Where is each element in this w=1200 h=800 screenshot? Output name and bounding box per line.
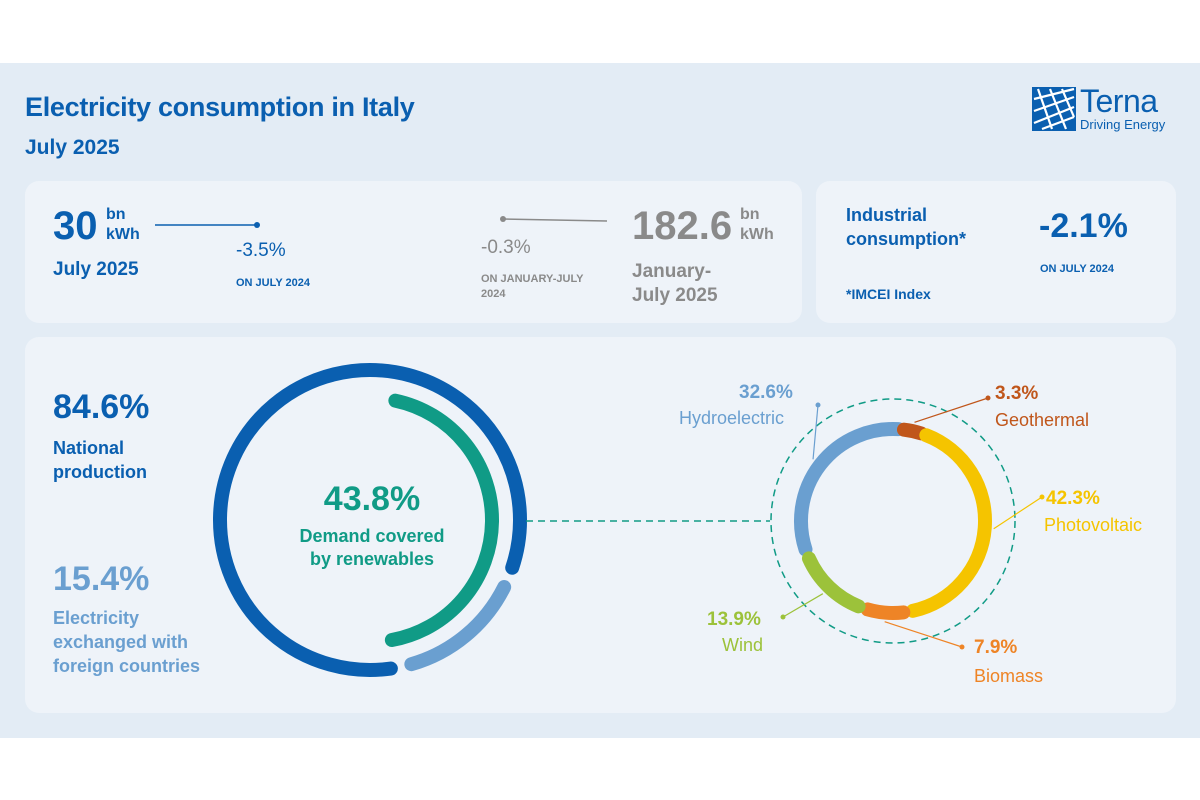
ytd-period-line1: January-	[632, 261, 712, 282]
wind-leader	[782, 593, 824, 618]
ytd-delta: -0.3%	[481, 237, 531, 258]
monthly-unit-kwh: kWh	[106, 226, 140, 243]
hydro-label: Hydroelectric	[679, 408, 785, 428]
renewables-value: 43.8%	[323, 480, 421, 518]
industrial-ref: ON JULY 2024	[1040, 263, 1114, 275]
wind-value: 13.9%	[707, 609, 761, 630]
ytd-unit-kwh: kWh	[740, 226, 774, 243]
national-value: 84.6%	[53, 388, 150, 426]
ytd-trend-line	[502, 218, 608, 222]
ytd-unit-bn: bn	[740, 206, 760, 223]
hydroelectric-leader	[812, 404, 819, 460]
page-subtitle: July 2025	[25, 136, 120, 159]
national-label-line1: National	[53, 438, 125, 458]
national-arc	[213, 363, 527, 677]
ytd-trend-dot	[500, 216, 506, 222]
biomass-label: Biomass	[974, 666, 1044, 686]
photovoltaic-leader-dot	[1039, 494, 1045, 500]
geothermal-leader	[914, 397, 989, 423]
logo-tagline: Driving Energy	[1080, 117, 1166, 132]
wind-leader-dot	[780, 614, 786, 620]
photovoltaic-leader	[993, 496, 1043, 530]
biomass-leader-dot	[959, 644, 965, 650]
monthly-unit-bn: bn	[106, 206, 126, 223]
monthly-period: July 2025	[53, 259, 139, 280]
industrial-note: *IMCEI Index	[846, 286, 931, 302]
biomass-arc	[860, 602, 911, 620]
geothermal-arc	[896, 422, 929, 441]
monthly-delta: -3.5%	[236, 240, 286, 261]
foreign-label-line2: exchanged with	[53, 632, 189, 652]
biomass-value: 7.9%	[974, 637, 1018, 658]
national-label-line2: production	[53, 462, 147, 482]
monthly-delta-ref: ON JULY 2024	[236, 277, 310, 289]
photovoltaic-label: Photovoltaic	[1044, 515, 1143, 535]
ytd-delta-ref-line1: ON JANUARY-JULY	[481, 273, 584, 285]
photovoltaic-value: 42.3%	[1046, 488, 1100, 509]
renewables-label-line1: Demand covered	[299, 526, 445, 546]
hydroelectric-arc	[794, 422, 906, 557]
foreign-value: 15.4%	[53, 560, 150, 598]
terna-grid-icon	[1032, 87, 1076, 131]
industrial-label-line2: consumption*	[846, 229, 966, 249]
hydro-value: 32.6%	[739, 382, 793, 403]
foreign-arc	[404, 580, 512, 672]
industrial-value: -2.1%	[1039, 207, 1128, 245]
consumption-card	[25, 181, 802, 323]
foreign-label-line1: Electricity	[53, 608, 140, 628]
wind-label: Wind	[722, 635, 764, 655]
foreign-label-line3: foreign countries	[53, 656, 201, 676]
page-title: Electricity consumption in Italy	[25, 92, 415, 122]
renewables-label-line2: by renewables	[309, 549, 435, 569]
photovoltaic-arc	[905, 428, 992, 618]
ytd-delta-ref-line2: 2024	[481, 288, 506, 300]
terna-logo: Terna Driving Energy	[1032, 83, 1177, 133]
monthly-trend-dot	[254, 222, 260, 228]
wind-arc	[801, 551, 866, 614]
industrial-label-line1: Industrial	[846, 205, 928, 225]
renewables-outer-ring	[770, 398, 1016, 644]
renewables-arc	[384, 393, 499, 648]
ytd-period-line2: July 2025	[632, 285, 718, 306]
geothermal-value: 3.3%	[995, 383, 1039, 404]
biomass-leader	[884, 621, 963, 648]
logo-name: Terna	[1080, 83, 1158, 119]
monthly-value: 30	[53, 204, 98, 248]
hydroelectric-leader-dot	[815, 402, 821, 408]
industrial-card	[816, 181, 1176, 323]
geothermal-leader-dot	[985, 395, 991, 401]
geothermal-label: Geothermal	[995, 410, 1090, 430]
ytd-value: 182.6	[632, 204, 733, 248]
